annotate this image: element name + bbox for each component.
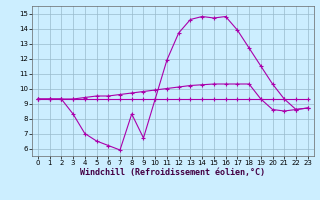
X-axis label: Windchill (Refroidissement éolien,°C): Windchill (Refroidissement éolien,°C) <box>80 168 265 177</box>
